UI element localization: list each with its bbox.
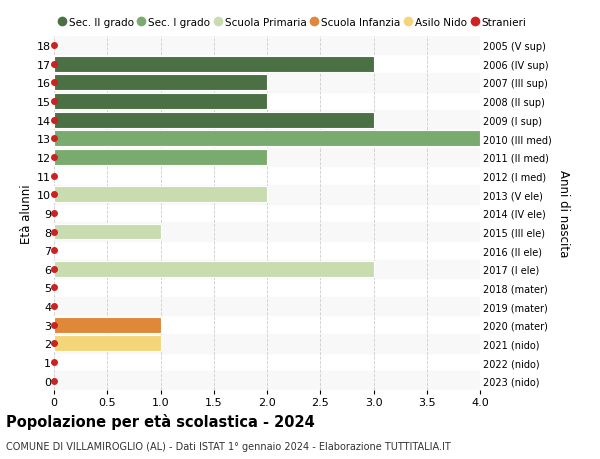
Bar: [54, 185, 480, 204]
Y-axis label: Anni di nascita: Anni di nascita: [557, 170, 570, 257]
Bar: [54, 150, 267, 166]
Bar: [54, 224, 161, 240]
Bar: [54, 37, 480, 56]
Text: COMUNE DI VILLAMIROGLIO (AL) - Dati ISTAT 1° gennaio 2024 - Elaborazione TUTTITA: COMUNE DI VILLAMIROGLIO (AL) - Dati ISTA…: [6, 441, 451, 451]
Bar: [54, 317, 161, 333]
Bar: [54, 74, 480, 93]
Bar: [54, 223, 480, 241]
Bar: [54, 187, 267, 203]
Legend: Sec. II grado, Sec. I grado, Scuola Primaria, Scuola Infanzia, Asilo Nido, Stran: Sec. II grado, Sec. I grado, Scuola Prim…: [59, 18, 526, 28]
Bar: [54, 112, 373, 129]
Bar: [54, 148, 480, 167]
Bar: [54, 336, 161, 352]
Bar: [54, 334, 480, 353]
Y-axis label: Età alunni: Età alunni: [20, 184, 33, 243]
Bar: [54, 261, 373, 277]
Bar: [54, 260, 480, 279]
Bar: [54, 131, 480, 147]
Bar: [54, 57, 373, 73]
Bar: [54, 75, 267, 91]
Text: Popolazione per età scolastica - 2024: Popolazione per età scolastica - 2024: [6, 413, 315, 429]
Bar: [54, 111, 480, 130]
Bar: [54, 297, 480, 316]
Bar: [54, 371, 480, 390]
Bar: [54, 94, 267, 110]
